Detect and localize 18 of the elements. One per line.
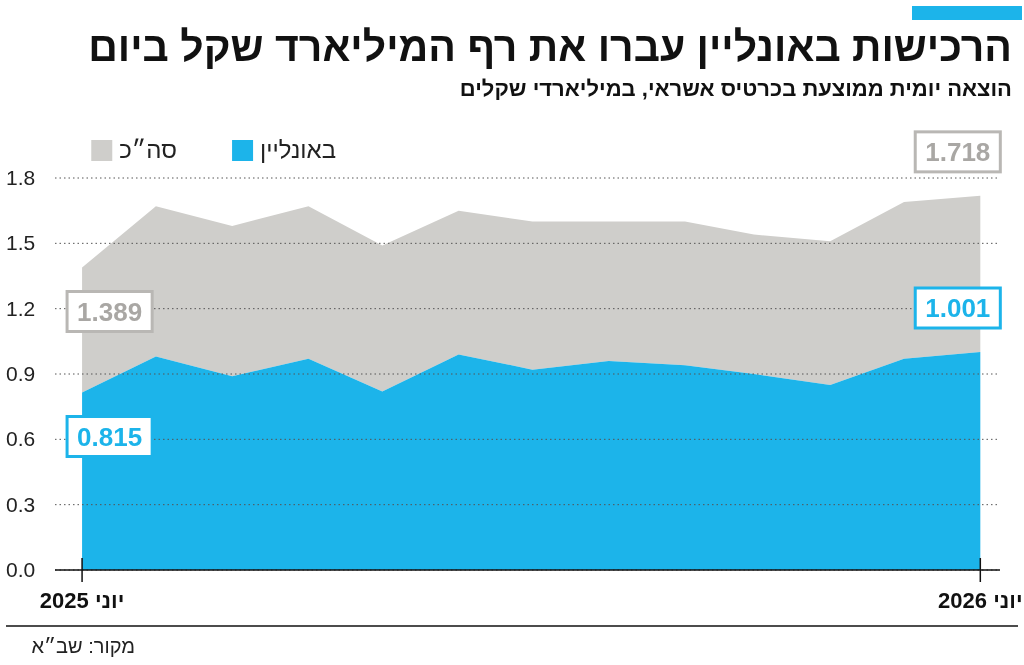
data-label: 1.718 <box>925 136 991 167</box>
y-tick-label: 1.5 <box>6 231 36 256</box>
legend-label: סה״כ <box>119 136 178 164</box>
text: מקור: שב״א <box>31 634 135 658</box>
chart-title: הרכישות באונליין עברו את רף המיליארד שקל ביום <box>88 24 1012 71</box>
y-tick-label: 1.8 <box>6 166 36 190</box>
y-tick-label: 0.9 <box>6 362 36 386</box>
chart-subtitle: הוצאה יומית ממוצעת בכרטיס אשראי, במיליארדי שקלים <box>459 76 1012 102</box>
data-label: 1.389 <box>77 296 143 327</box>
data-label: 0.815 <box>77 421 143 452</box>
y-tick-label: 1.2 <box>6 296 36 321</box>
data-label: 1.001 <box>925 293 991 323</box>
x-tick-label: יוני 2025 <box>39 588 125 614</box>
y-tick-label: 0.6 <box>6 427 36 452</box>
legend-label: באונליין <box>260 136 336 164</box>
y-tick-label: 0.0 <box>6 558 36 582</box>
y-tick-label: 0.3 <box>6 492 36 517</box>
x-tick-label: יוני 2026 <box>938 588 1023 614</box>
